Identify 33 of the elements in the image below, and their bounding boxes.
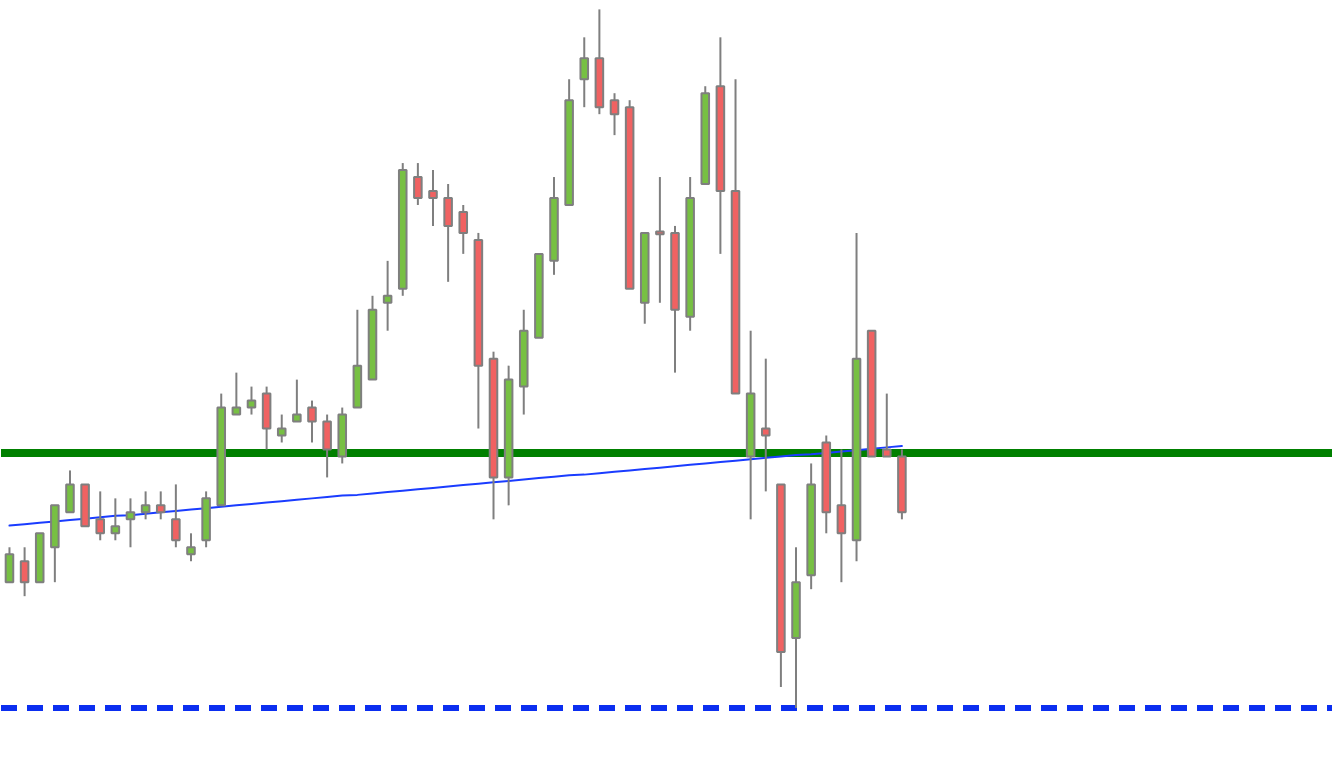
candlestick	[352, 308, 363, 409]
candlestick	[155, 490, 166, 521]
candlestick	[443, 183, 453, 283]
candlestick	[428, 169, 438, 227]
candlestick	[186, 532, 196, 563]
candlestick	[458, 203, 469, 255]
candlestick	[201, 490, 211, 549]
candlestick	[140, 490, 151, 521]
candlestick	[50, 504, 60, 584]
candlestick	[760, 357, 771, 493]
candlestick	[110, 497, 121, 542]
candlestick	[4, 546, 15, 584]
candlestick	[125, 497, 136, 549]
candlestick	[307, 399, 317, 444]
candlestick	[65, 469, 75, 514]
candlestick	[231, 371, 242, 416]
candlestick	[292, 378, 302, 423]
candlestick	[609, 92, 620, 137]
candlestick	[337, 406, 348, 465]
candlestick	[171, 483, 181, 549]
candlestick	[276, 413, 287, 444]
candlestick	[246, 385, 257, 416]
candlestick	[382, 259, 393, 332]
candlestick	[19, 546, 30, 598]
candlestick	[413, 162, 423, 206]
candlestick	[322, 413, 332, 479]
candlestick	[80, 483, 90, 528]
candlestick	[95, 490, 106, 542]
candlestick	[261, 385, 272, 451]
candlestick	[882, 392, 892, 458]
candlestick	[836, 448, 847, 584]
candlestick	[655, 176, 665, 304]
candlestick	[579, 36, 590, 109]
